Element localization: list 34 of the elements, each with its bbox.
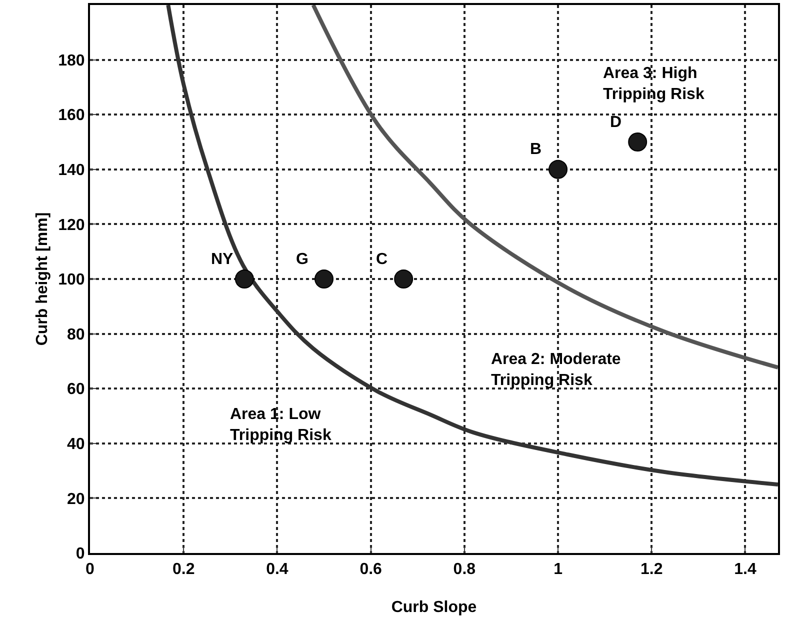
x-tick-label: 0.8 xyxy=(453,561,476,578)
y-tick-label: 20 xyxy=(67,490,85,508)
y-tick-label: 60 xyxy=(67,381,85,398)
annotation: NY xyxy=(211,251,234,268)
y-tick-label: 40 xyxy=(67,436,85,453)
annotation: B xyxy=(530,141,542,158)
y-tick-label: 80 xyxy=(67,326,85,344)
x-tick-label: 0.6 xyxy=(360,561,382,578)
y-tick-label: 180 xyxy=(58,52,85,70)
y-tick-label: 140 xyxy=(58,162,85,179)
annotation: Area 3: High Tripping Risk xyxy=(603,65,704,103)
x-tick-label: 1.2 xyxy=(640,561,663,578)
x-tick-label: 0.4 xyxy=(266,561,288,578)
x-tick-label: 1 xyxy=(554,561,563,578)
x-axis-title: Curb Slope xyxy=(391,599,477,616)
x-tick-label: 1.4 xyxy=(734,561,756,578)
point xyxy=(314,270,334,288)
line-series xyxy=(166,5,778,486)
annotation: Area 1: Low Tripping Risk xyxy=(230,406,332,444)
y-axis-title: Curb height [mm] xyxy=(34,212,51,346)
point xyxy=(394,270,414,288)
y-tick-label: 0 xyxy=(76,546,85,563)
annotation: D xyxy=(610,114,622,131)
x-tick-label: 0.2 xyxy=(172,561,195,578)
point xyxy=(628,132,648,152)
y-tick-label: 160 xyxy=(58,107,85,124)
point xyxy=(548,160,568,179)
y-tick-label: 120 xyxy=(58,216,85,234)
line-series xyxy=(311,5,778,370)
annotation: G xyxy=(296,251,308,268)
point xyxy=(234,270,254,288)
annotation: C xyxy=(376,251,388,268)
annotation: Area 2: Moderate Tripping Risk xyxy=(491,351,621,389)
y-tick-label: 100 xyxy=(58,272,85,289)
